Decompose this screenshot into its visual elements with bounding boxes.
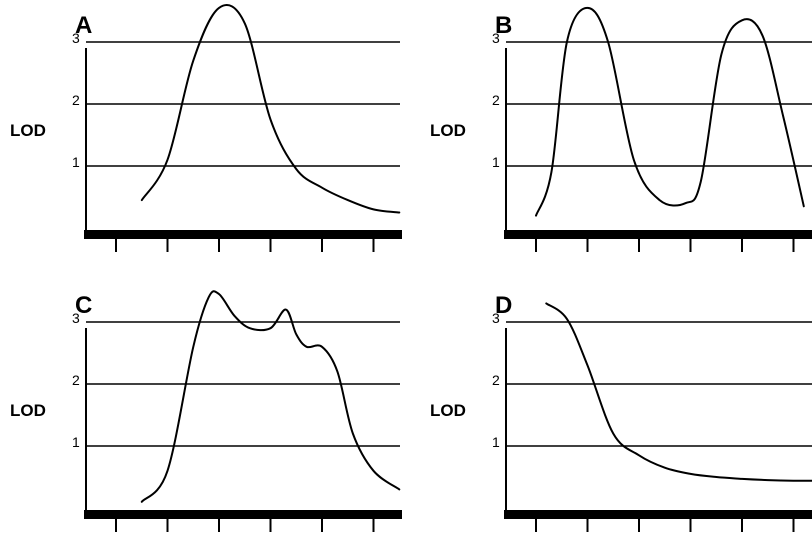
panel-a-ytick-3: 3 xyxy=(72,30,80,46)
panel-d-ytick-2: 2 xyxy=(492,372,500,388)
panel-b-title: B xyxy=(495,12,512,39)
panel-d-ytick-1: 1 xyxy=(492,434,500,450)
panel-b-ylabel: LOD xyxy=(430,121,466,140)
panel-b-ytick-2: 2 xyxy=(492,92,500,108)
panel-b-xaxis xyxy=(504,230,812,239)
panel-a-title: A xyxy=(75,12,92,39)
panel-d-ytick-3: 3 xyxy=(492,310,500,326)
panel-b: B LOD 1 2 3 xyxy=(430,6,812,252)
panel-c-xaxis xyxy=(84,510,402,519)
panel-c: C LOD 1 2 3 xyxy=(10,290,402,532)
panel-b-curve xyxy=(535,6,805,217)
panel-a-xaxis xyxy=(84,230,402,239)
panel-c-ylabel: LOD xyxy=(10,401,46,420)
panel-a: A LOD 1 2 3 xyxy=(10,4,402,252)
panel-d-curve xyxy=(545,302,812,482)
panel-c-ytick-3: 3 xyxy=(72,310,80,326)
panel-b-ytick-3: 3 xyxy=(492,30,500,46)
panel-a-ylabel: LOD xyxy=(10,121,46,140)
panel-a-curve xyxy=(140,4,401,214)
panel-d-xaxis xyxy=(504,510,812,519)
panel-b-ytick-1: 1 xyxy=(492,154,500,170)
panel-a-ytick-1: 1 xyxy=(72,154,80,170)
panel-d: D LOD 1 2 3 xyxy=(430,292,812,532)
panel-c-ytick-2: 2 xyxy=(72,372,80,388)
panel-a-ytick-2: 2 xyxy=(72,92,80,108)
panel-c-curve xyxy=(140,290,401,503)
panel-d-title: D xyxy=(495,292,512,319)
panel-c-title: C xyxy=(75,292,92,319)
panel-c-ytick-1: 1 xyxy=(72,434,80,450)
panel-d-ylabel: LOD xyxy=(430,401,466,420)
